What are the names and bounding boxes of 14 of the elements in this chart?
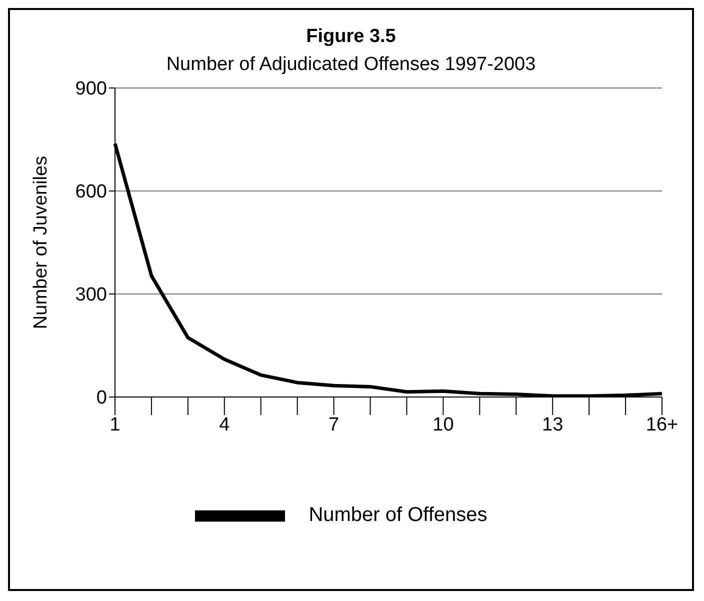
chart-title: Figure 3.5 xyxy=(305,26,397,48)
x-tick-label: 10 xyxy=(432,414,454,436)
x-tick-label: 4 xyxy=(219,414,230,436)
x-tick-label: 16+ xyxy=(646,414,678,436)
x-tick-label: 13 xyxy=(542,414,564,436)
y-tick-label: 600 xyxy=(75,182,107,203)
chart-subtitle: Number of Adjudicated Offenses 1997-2003 xyxy=(165,54,537,76)
y-tick-label: 300 xyxy=(75,284,107,306)
y-tick-label: 0 xyxy=(96,388,107,409)
y-tick-label: 900 xyxy=(75,78,107,100)
x-tick-label: 1 xyxy=(110,414,120,436)
y-axis-title: Number of Juveniles xyxy=(30,156,52,330)
x-tick-label: 7 xyxy=(328,414,340,436)
legend-label: Number of Offenses xyxy=(308,504,488,526)
